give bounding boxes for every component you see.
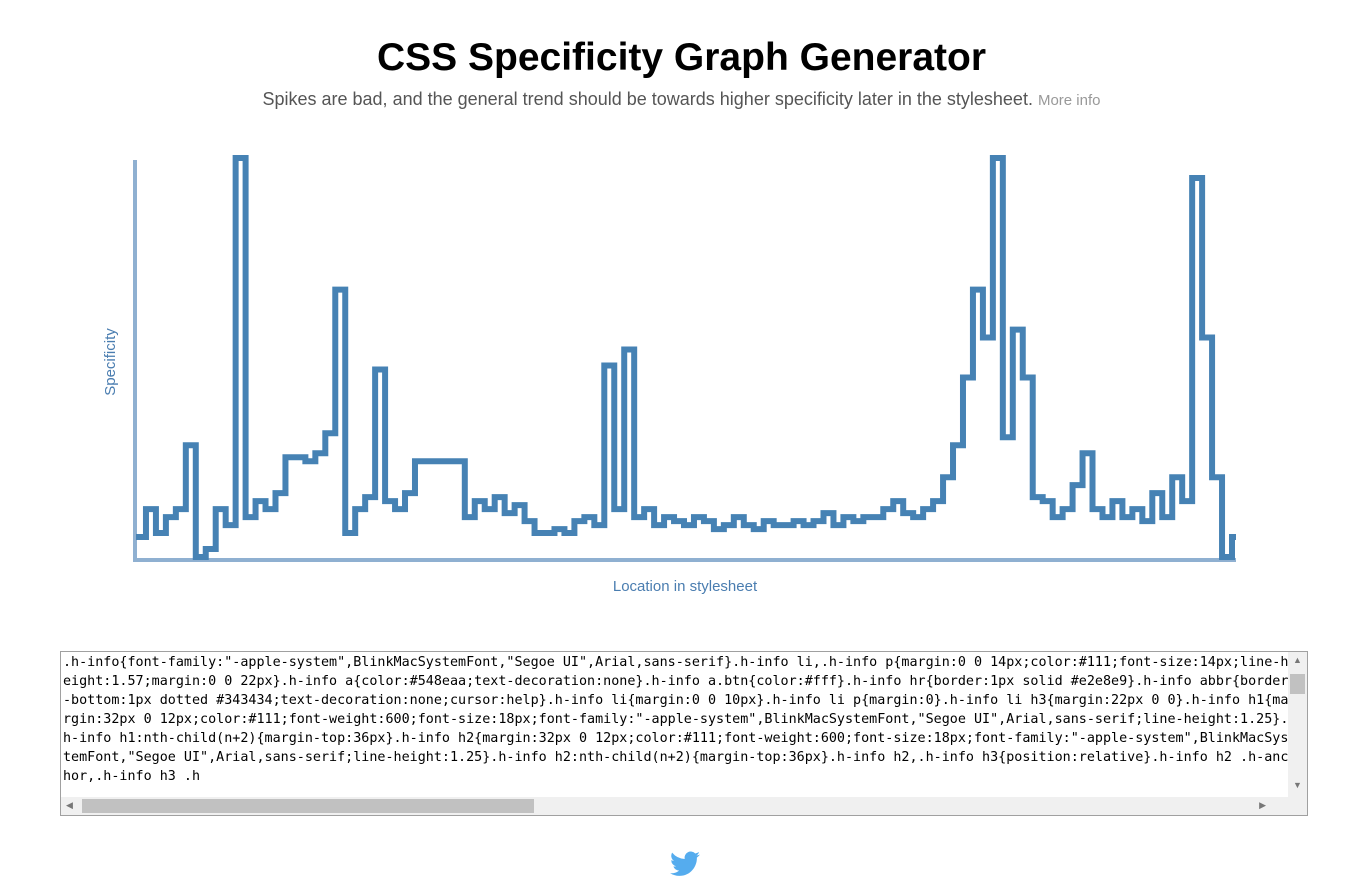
subtitle-text: Spikes are bad, and the general trend sh… [262, 89, 1033, 109]
scroll-left-icon[interactable]: ◀ [66, 800, 73, 810]
more-info-link[interactable]: More info [1037, 92, 1101, 109]
scroll-down-icon[interactable]: ▼ [1293, 780, 1302, 790]
vertical-scrollbar[interactable]: ▲ ▼ [1288, 652, 1307, 797]
specificity-series-line [136, 155, 1236, 560]
scroll-up-icon[interactable]: ▲ [1293, 655, 1302, 665]
page-subtitle: Spikes are bad, and the general trend sh… [0, 89, 1363, 110]
twitter-icon[interactable] [670, 851, 700, 877]
x-axis-label: Location in stylesheet [613, 578, 758, 595]
vertical-scroll-thumb[interactable] [1290, 674, 1305, 694]
specificity-chart: Specificity Location in stylesheet [102, 155, 1236, 595]
scroll-right-icon[interactable]: ▶ [1259, 800, 1266, 810]
y-axis-label: Specificity [102, 328, 119, 396]
page-title: CSS Specificity Graph Generator [376, 36, 986, 79]
horizontal-scroll-thumb[interactable] [82, 799, 534, 813]
resize-handle[interactable] [1288, 797, 1307, 815]
stylesheet-text[interactable]: .h-info{font-family:"-apple-system",Blin… [63, 655, 1289, 784]
stylesheet-textarea[interactable]: .h-info{font-family:"-apple-system",Blin… [60, 651, 1308, 816]
horizontal-scrollbar[interactable]: ◀ ▶ [61, 797, 1288, 815]
